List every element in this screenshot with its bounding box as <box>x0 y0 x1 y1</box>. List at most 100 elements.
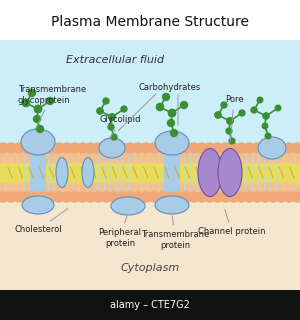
Ellipse shape <box>155 131 189 155</box>
Circle shape <box>236 143 246 153</box>
Circle shape <box>215 112 221 118</box>
Circle shape <box>101 143 111 153</box>
Circle shape <box>141 192 151 202</box>
Circle shape <box>268 192 278 202</box>
Circle shape <box>212 192 223 202</box>
Ellipse shape <box>218 148 242 196</box>
Circle shape <box>46 143 56 153</box>
Circle shape <box>157 192 167 202</box>
Text: alamy – CTE7G2: alamy – CTE7G2 <box>110 300 190 310</box>
Circle shape <box>220 192 230 202</box>
Circle shape <box>61 192 72 202</box>
Circle shape <box>109 143 119 153</box>
Circle shape <box>173 192 183 202</box>
Circle shape <box>157 103 164 110</box>
Text: Pore: Pore <box>225 95 243 142</box>
Circle shape <box>85 143 95 153</box>
Circle shape <box>170 130 178 137</box>
Circle shape <box>284 192 294 202</box>
Circle shape <box>205 143 214 153</box>
Circle shape <box>260 143 270 153</box>
Circle shape <box>46 98 53 105</box>
Circle shape <box>226 128 232 134</box>
Circle shape <box>0 192 8 202</box>
Circle shape <box>215 112 221 118</box>
Circle shape <box>292 192 300 202</box>
Circle shape <box>181 101 188 108</box>
Circle shape <box>111 134 117 140</box>
Circle shape <box>221 102 227 108</box>
Circle shape <box>141 143 151 153</box>
Circle shape <box>117 192 127 202</box>
Circle shape <box>205 192 214 202</box>
Circle shape <box>34 116 40 123</box>
Circle shape <box>276 192 286 202</box>
Circle shape <box>54 143 64 153</box>
Circle shape <box>34 106 41 113</box>
Circle shape <box>22 192 32 202</box>
Circle shape <box>37 125 44 132</box>
Text: Cytoplasm: Cytoplasm <box>120 263 180 273</box>
Ellipse shape <box>155 196 189 214</box>
Circle shape <box>54 192 64 202</box>
Circle shape <box>28 90 35 97</box>
Circle shape <box>169 109 176 116</box>
Circle shape <box>103 98 109 104</box>
Circle shape <box>220 143 230 153</box>
Circle shape <box>125 143 135 153</box>
Ellipse shape <box>258 137 286 159</box>
Circle shape <box>173 143 183 153</box>
FancyBboxPatch shape <box>0 163 300 182</box>
Circle shape <box>38 192 48 202</box>
Circle shape <box>6 143 16 153</box>
Circle shape <box>275 105 281 111</box>
Circle shape <box>30 143 40 153</box>
Circle shape <box>77 192 88 202</box>
Circle shape <box>14 192 24 202</box>
Circle shape <box>22 100 29 107</box>
Circle shape <box>189 192 199 202</box>
Circle shape <box>260 192 270 202</box>
Circle shape <box>227 118 233 124</box>
Text: Glycolipid: Glycolipid <box>100 116 142 140</box>
Circle shape <box>70 192 80 202</box>
Circle shape <box>109 114 115 120</box>
Circle shape <box>169 109 176 116</box>
FancyBboxPatch shape <box>30 152 46 199</box>
Circle shape <box>34 106 41 113</box>
Circle shape <box>252 192 262 202</box>
Text: Transmembrane
glycoprotein: Transmembrane glycoprotein <box>18 85 86 130</box>
Circle shape <box>268 143 278 153</box>
Circle shape <box>70 143 80 153</box>
FancyBboxPatch shape <box>0 195 300 315</box>
FancyBboxPatch shape <box>0 40 300 195</box>
Circle shape <box>181 192 191 202</box>
Circle shape <box>263 113 269 119</box>
Circle shape <box>189 143 199 153</box>
Circle shape <box>6 192 16 202</box>
Circle shape <box>97 108 103 114</box>
Circle shape <box>108 124 114 130</box>
Ellipse shape <box>56 157 68 188</box>
Circle shape <box>14 143 24 153</box>
Circle shape <box>93 143 103 153</box>
Circle shape <box>117 143 127 153</box>
Circle shape <box>284 143 294 153</box>
Circle shape <box>262 123 268 129</box>
Text: Cholesterol: Cholesterol <box>14 209 68 235</box>
Circle shape <box>109 114 115 120</box>
Circle shape <box>125 192 135 202</box>
FancyBboxPatch shape <box>0 143 300 202</box>
Circle shape <box>244 192 254 202</box>
Circle shape <box>157 103 164 110</box>
Text: Plasma Membrane Structure: Plasma Membrane Structure <box>51 15 249 29</box>
Ellipse shape <box>21 129 55 155</box>
Circle shape <box>109 192 119 202</box>
Circle shape <box>97 108 103 114</box>
Circle shape <box>165 192 175 202</box>
Circle shape <box>276 143 286 153</box>
Circle shape <box>101 192 111 202</box>
Circle shape <box>265 133 271 139</box>
Circle shape <box>34 106 41 113</box>
FancyBboxPatch shape <box>164 152 180 199</box>
